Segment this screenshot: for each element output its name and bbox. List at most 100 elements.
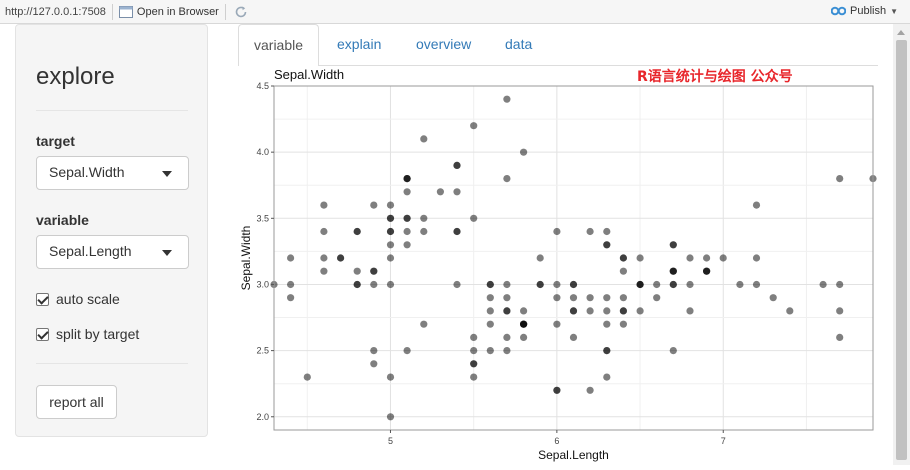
data-point: [619, 254, 627, 262]
data-point: [736, 280, 744, 289]
y-tick-label: 2.0: [256, 412, 269, 422]
data-point: [386, 254, 395, 262]
checkbox-checked-icon[interactable]: [36, 292, 49, 306]
data-point: [470, 214, 478, 222]
data-point: [320, 267, 328, 275]
toolbar-divider: [224, 3, 226, 20]
tab-data[interactable]: data: [505, 36, 533, 52]
data-point: [503, 175, 511, 183]
scroll-up-icon[interactable]: [897, 30, 905, 35]
data-point: [603, 347, 611, 355]
publish-icon: [831, 6, 846, 16]
data-point: [403, 214, 411, 222]
data-point: [669, 241, 677, 249]
data-point: [436, 188, 444, 196]
data-point: [553, 386, 561, 394]
y-tick-label: 4.5: [256, 81, 269, 91]
toolbar-divider: [111, 3, 113, 20]
publish-button[interactable]: Publish ▼: [831, 4, 898, 18]
vertical-scrollbar[interactable]: [893, 24, 910, 465]
target-select-value: Sepal.Width: [49, 164, 125, 180]
data-point: [420, 227, 428, 236]
data-point: [686, 307, 694, 315]
data-point: [569, 294, 578, 302]
variable-select-value: Sepal.Length: [49, 243, 132, 259]
data-point: [819, 280, 827, 289]
data-point: [752, 254, 761, 262]
data-point: [836, 333, 844, 341]
tab-overview[interactable]: overview: [416, 36, 472, 52]
x-tick-label: 5: [388, 436, 393, 446]
data-point: [603, 227, 611, 236]
checkbox-checked-icon[interactable]: [36, 327, 49, 341]
data-point: [353, 227, 361, 236]
data-point: [320, 201, 328, 209]
data-point: [636, 254, 644, 262]
variable-select[interactable]: Sepal.Length: [36, 235, 189, 269]
data-point: [470, 122, 478, 130]
data-point: [619, 267, 627, 275]
data-point: [503, 294, 511, 302]
plot-points: [270, 95, 877, 421]
split-by-target-checkbox[interactable]: split by target: [36, 326, 139, 342]
sidebar-divider: [36, 363, 188, 364]
y-axis-label: Sepal.Width: [239, 226, 253, 291]
data-point: [703, 267, 711, 275]
data-point: [320, 254, 328, 262]
data-point: [287, 280, 295, 289]
data-point: [370, 267, 378, 275]
data-point: [386, 227, 395, 236]
auto-scale-checkbox[interactable]: auto scale: [36, 291, 120, 307]
data-point: [669, 347, 677, 355]
panel-background: [274, 86, 873, 430]
data-point: [353, 280, 361, 289]
data-point: [353, 267, 361, 275]
data-point: [769, 294, 777, 302]
data-point: [486, 307, 494, 315]
data-point: [320, 227, 328, 236]
report-all-button[interactable]: report all: [36, 385, 117, 419]
tab-explain[interactable]: explain: [337, 36, 382, 52]
data-point: [686, 280, 694, 289]
scrollbar-thumb[interactable]: [896, 40, 907, 460]
data-point: [586, 386, 594, 394]
data-point: [520, 148, 528, 156]
target-select[interactable]: Sepal.Width: [36, 156, 189, 190]
y-tick-label: 2.5: [256, 346, 269, 356]
chart-title: Sepal.Width: [274, 67, 344, 82]
data-point: [619, 320, 627, 328]
x-tick-label: 7: [721, 436, 726, 446]
data-point: [303, 373, 311, 381]
plot-area: 5 6 7 2.0 2.5 3.0 3.5 4.0 4.5 Sepal.Width R语言统计与…: [238, 66, 892, 465]
scatter-plot: 5 6 7 2.0 2.5 3.0 3.5 4.0 4.5 Sepal.Width R语言统计与…: [238, 66, 892, 465]
data-point: [669, 280, 677, 289]
open-in-browser-button[interactable]: Open in Browser: [118, 5, 219, 18]
data-point: [420, 135, 428, 143]
tab-variable[interactable]: variable: [238, 24, 320, 67]
data-point: [619, 307, 627, 315]
data-point: [470, 333, 478, 341]
auto-scale-label: auto scale: [56, 291, 120, 307]
data-point: [287, 294, 295, 302]
data-point: [503, 280, 511, 289]
data-point: [752, 280, 761, 289]
watermark-text: R语言统计与绘图 公众号: [637, 68, 793, 85]
data-point: [553, 280, 561, 289]
data-point: [453, 161, 461, 169]
refresh-button[interactable]: [232, 5, 248, 19]
data-point: [470, 373, 478, 381]
data-point: [836, 175, 844, 183]
data-point: [520, 333, 528, 341]
data-point: [453, 280, 461, 289]
data-point: [386, 413, 395, 421]
browser-window-icon: [118, 5, 133, 18]
tab-bar: variable explain overview data: [238, 24, 878, 67]
data-point: [703, 254, 711, 262]
x-axis-label: Sepal.Length: [538, 448, 609, 462]
y-tick-label: 4.0: [256, 147, 269, 157]
y-tick-label: 3.0: [256, 279, 269, 289]
split-by-target-label: split by target: [56, 326, 140, 342]
data-point: [486, 347, 494, 355]
data-point: [569, 307, 578, 315]
y-tick-label: 3.5: [256, 213, 269, 223]
